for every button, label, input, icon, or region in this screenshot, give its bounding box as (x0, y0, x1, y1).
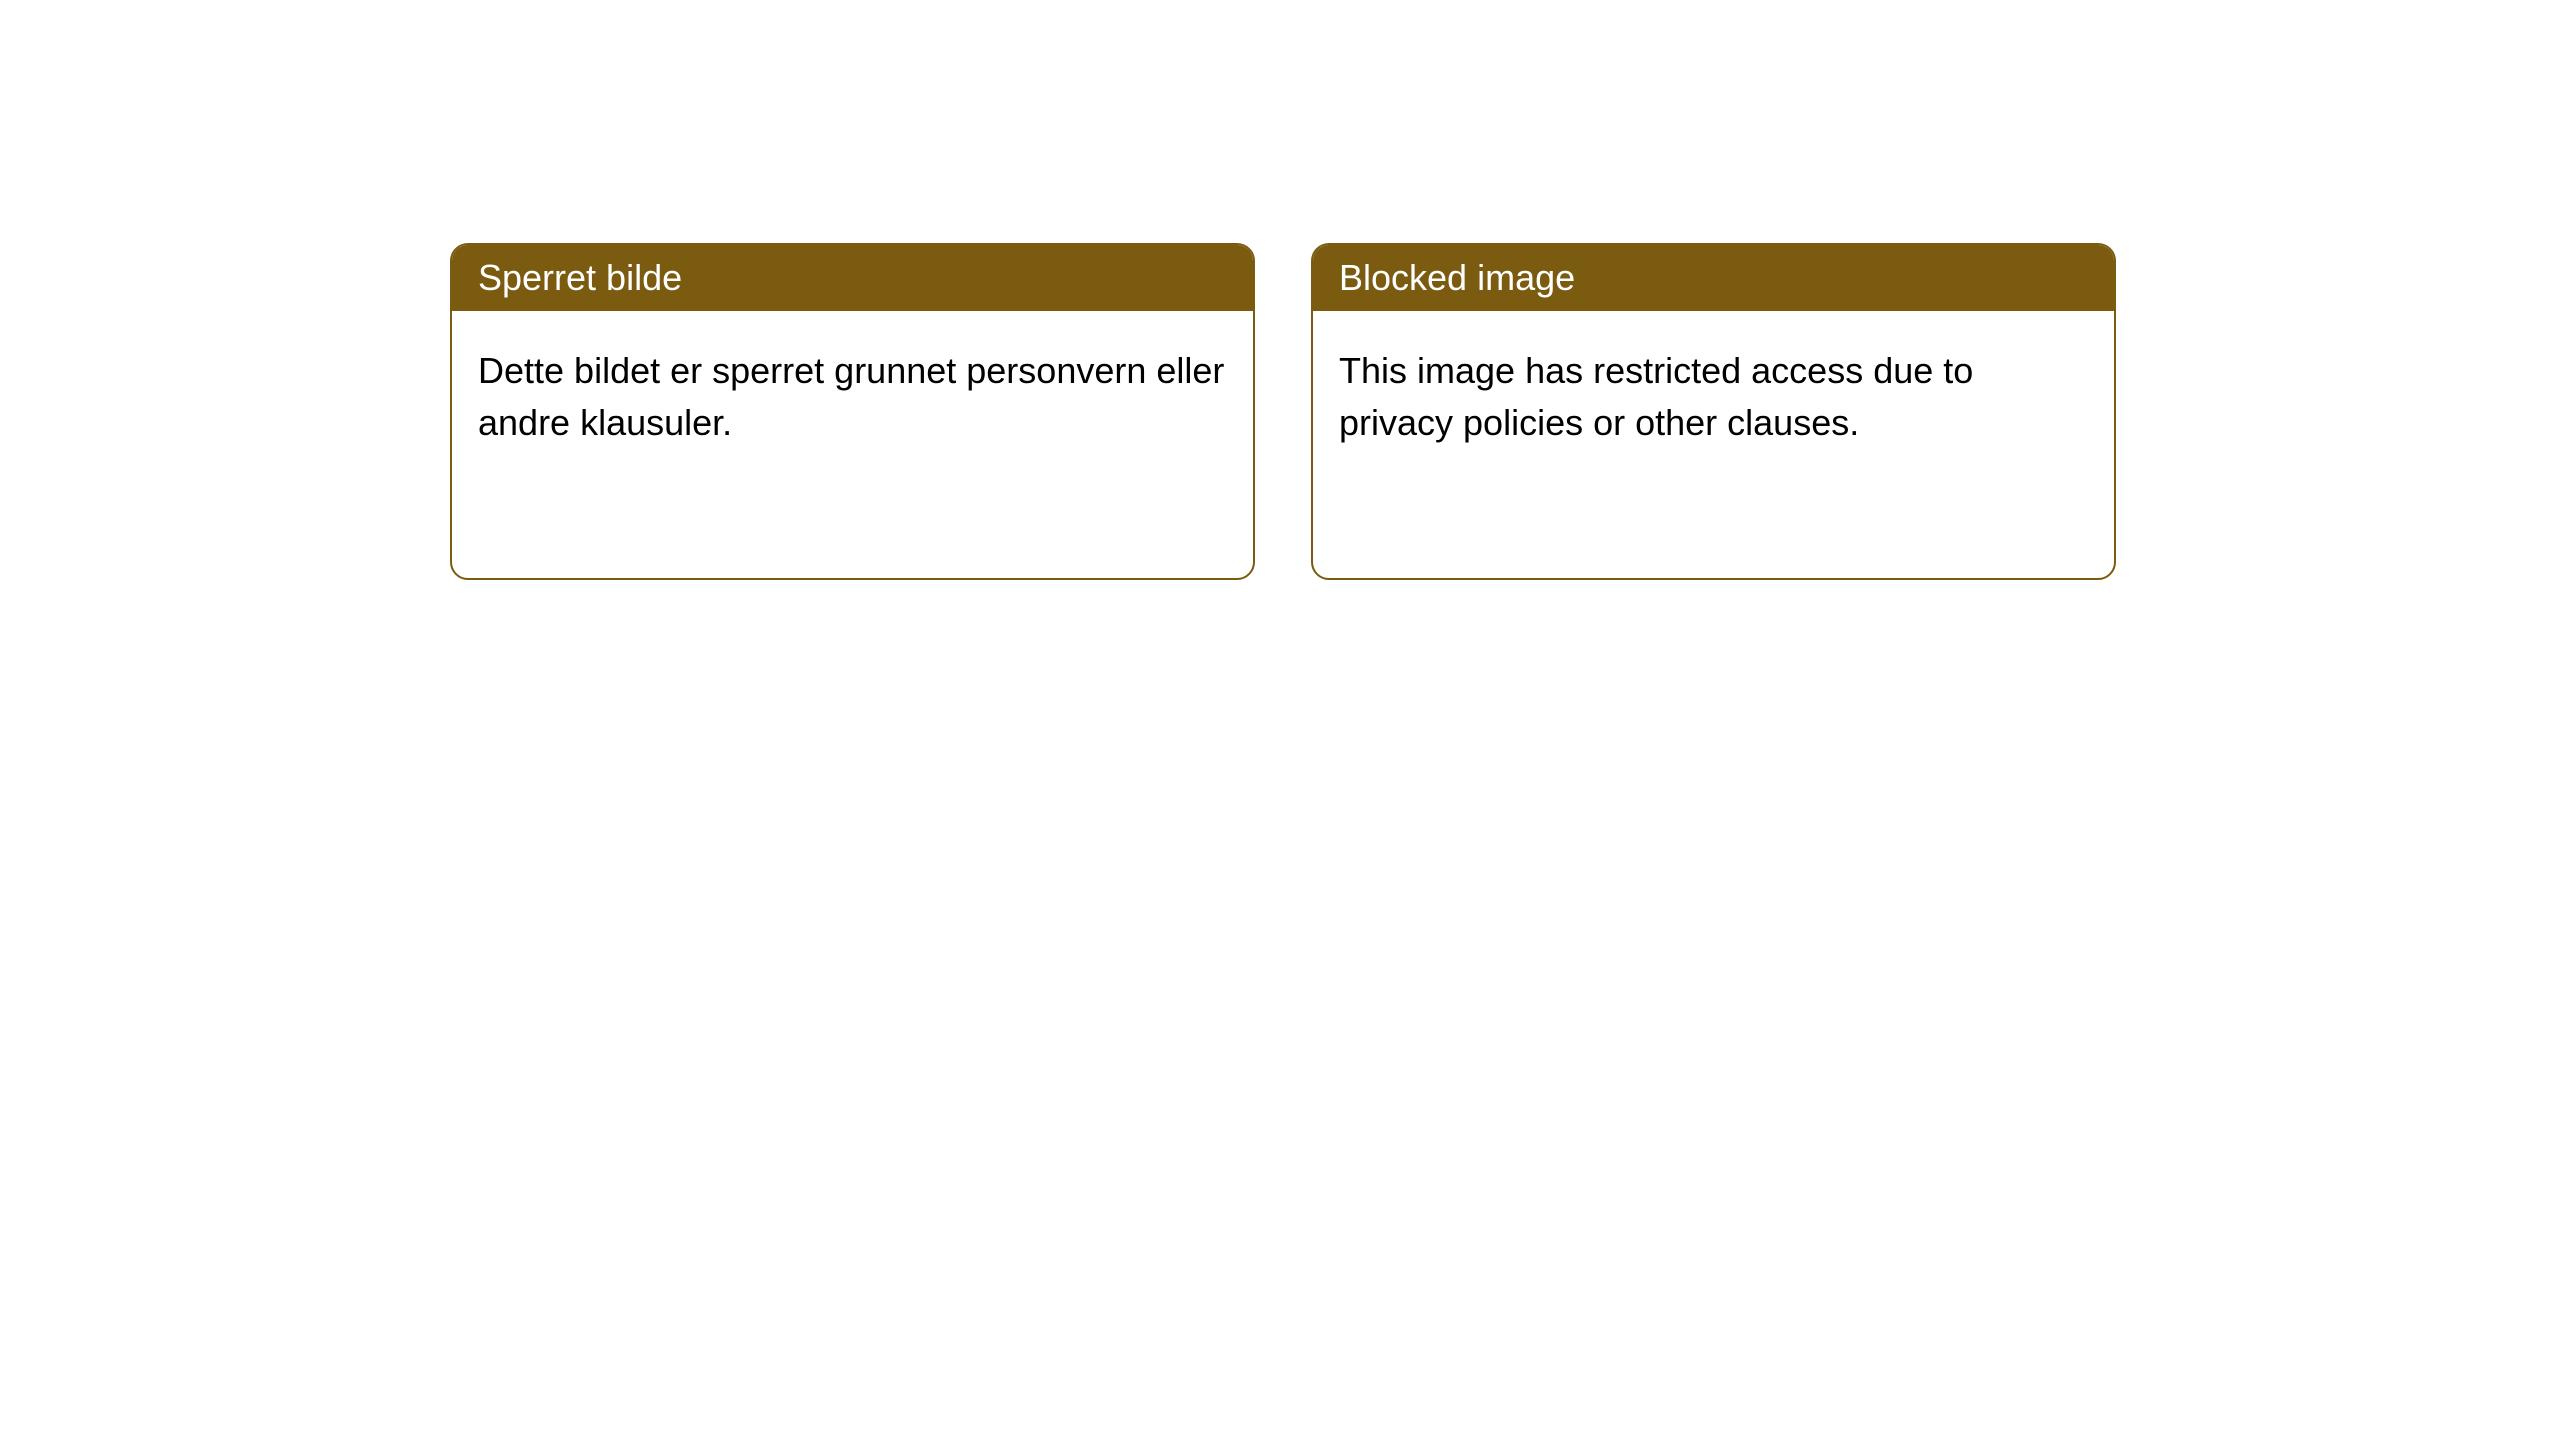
notice-box-no: Sperret bilde Dette bildet er sperret gr… (450, 243, 1255, 580)
notice-body-no: Dette bildet er sperret grunnet personve… (452, 311, 1253, 483)
notice-header-en: Blocked image (1313, 245, 2114, 311)
notice-box-en: Blocked image This image has restricted … (1311, 243, 2116, 580)
notice-header-no: Sperret bilde (452, 245, 1253, 311)
notice-body-en: This image has restricted access due to … (1313, 311, 2114, 483)
notice-container: Sperret bilde Dette bildet er sperret gr… (0, 0, 2560, 580)
